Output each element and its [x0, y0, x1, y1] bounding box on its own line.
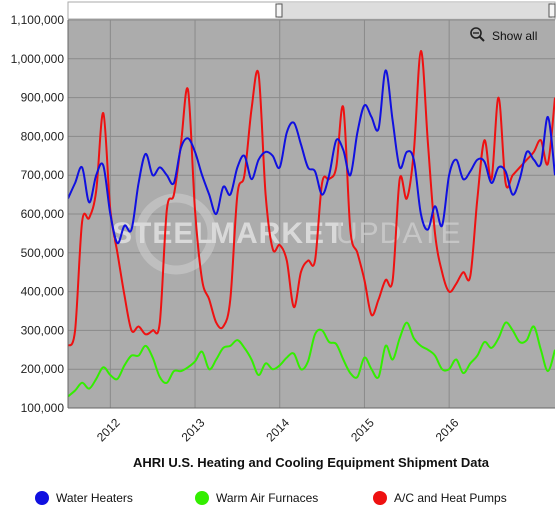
- y-tick-label: 600,000: [21, 207, 65, 221]
- legend-marker: [373, 491, 387, 505]
- legend-label: Warm Air Furnaces: [216, 491, 318, 505]
- series-line-a-c-and-heat-pumps: [68, 49, 555, 347]
- x-tick-label: 2015: [348, 415, 377, 444]
- x-tick-label: 2014: [263, 415, 292, 444]
- y-tick-label: 300,000: [21, 323, 65, 337]
- legend-label: A/C and Heat Pumps: [394, 491, 507, 505]
- series-layer: [68, 49, 555, 398]
- y-tick-label: 1,000,000: [11, 52, 65, 66]
- navigator-left-handle[interactable]: [275, 3, 283, 18]
- legend-marker: [35, 491, 49, 505]
- x-axis: 2012 2013 2014 2015 2016: [68, 407, 555, 444]
- legend-item-a-c-and-heat-pumps[interactable]: A/C and Heat Pumps: [373, 491, 507, 505]
- chart-title: AHRI U.S. Heating and Cooling Equipment …: [133, 455, 490, 470]
- x-tick-label: 2012: [94, 415, 123, 444]
- y-tick-label: 100,000: [21, 401, 65, 415]
- legend-label: Water Heaters: [56, 491, 133, 505]
- y-tick-label: 200,000: [21, 362, 65, 376]
- show-all-button[interactable]: Show all: [470, 27, 537, 43]
- y-tick-label: 1,100,000: [11, 13, 65, 27]
- y-axis: 100,000 200,000 300,000 400,000 500,000 600,0…: [11, 13, 69, 415]
- legend-marker: [195, 491, 209, 505]
- watermark: STEEL MARKET UPDATE: [112, 193, 460, 275]
- show-all-label: Show all: [492, 29, 537, 43]
- zoom-out-icon: [470, 27, 482, 39]
- navigator-bar[interactable]: [67, 1, 556, 20]
- y-tick-label: 800,000: [21, 129, 65, 143]
- x-tick-label: 2013: [179, 415, 208, 444]
- legend-item-water-heaters[interactable]: Water Heaters: [35, 491, 133, 505]
- legend: Water Heaters Warm Air Furnaces A/C and He…: [35, 491, 507, 505]
- y-tick-label: 400,000: [21, 285, 65, 299]
- y-tick-label: 700,000: [21, 168, 65, 182]
- navigator-right-handle[interactable]: [548, 3, 556, 18]
- watermark-middle: MARKET: [210, 217, 344, 250]
- series-line-warm-air-furnaces: [68, 321, 555, 398]
- series-line-water-heaters: [68, 69, 555, 245]
- y-tick-label: 500,000: [21, 246, 65, 260]
- x-tick-label: 2016: [433, 415, 462, 444]
- y-tick-label: 900,000: [21, 91, 65, 105]
- legend-item-warm-air-furnaces[interactable]: Warm Air Furnaces: [195, 491, 318, 505]
